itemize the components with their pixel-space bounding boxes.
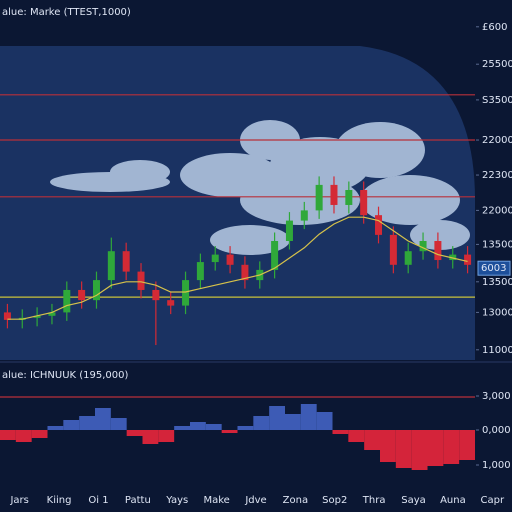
candle-body [285,220,293,241]
osc-bar [79,416,95,430]
y-tick-label: 13500 [482,239,512,250]
clouds [50,120,470,255]
moving-average [7,216,468,320]
candle-body [464,254,472,265]
osc-bar [190,422,206,430]
candle-body [271,241,279,270]
y-tick-label: 22300 [482,170,512,181]
y-tick-label: 3,000 [482,391,511,402]
candle-body [211,254,219,263]
y-tick-label: S3500 [482,95,512,106]
x-tick-label: Jars [9,495,28,506]
candle-body [419,241,427,252]
chart-title: alue: Marke (TTEST,1000) [2,7,131,18]
candle-body [48,312,56,316]
candle-body [33,315,41,318]
y-tick-label: 22000 [482,135,512,146]
osc-bar [332,430,349,434]
osc-bar [269,406,285,430]
x-tick-label: Saya [401,495,426,506]
x-tick-label: Capr [481,495,505,506]
candle-body [434,241,442,261]
osc-bar [348,430,365,442]
x-tick-label: Thra [362,495,386,506]
candle-body [360,190,368,216]
osc-bar [253,416,270,430]
candle-body [92,280,100,301]
y-tick-label: 1,000 [482,460,511,471]
candle-body [63,289,71,313]
osc-bar [285,414,301,430]
osc-bar [63,420,80,430]
candle-body [122,251,130,272]
y-tick-label: 22000 [482,205,512,216]
osc-bar [174,426,190,430]
x-tick-label: Sop2 [322,495,347,506]
candle-body [196,262,204,281]
osc-bar [443,430,460,464]
y-tick-label: 11000 [482,345,512,356]
price-label-box [477,260,511,276]
candle-body [226,254,234,265]
x-tick-label: Make [203,495,229,506]
candle-body [389,234,397,265]
osc-bar [364,430,380,450]
osc-bar [142,430,159,444]
osc-bar [411,430,428,470]
y-tick-label: £600 [482,22,507,33]
osc-bar [0,430,16,440]
x-tick-label: Yays [165,495,188,506]
candle-body [300,210,308,221]
osc-bar [395,430,412,468]
x-tick-label: Kiing [47,495,72,506]
osc-bar [221,430,238,433]
candle-body [137,271,145,290]
candle-body [107,251,115,281]
candle-body [182,280,190,306]
candle-body [375,215,383,235]
candle-body [167,300,175,306]
osc-bar [459,430,475,460]
osc-bar [47,426,64,430]
osc-bar [237,426,254,430]
candle-body [3,312,11,320]
osc-bar [158,430,175,442]
y-tick-label: 13500 [482,277,512,288]
candle-body [449,254,457,261]
y-tick-label: 0,000 [482,425,511,436]
osc-bar [15,430,32,442]
osc-bar [380,430,396,462]
osc-bar [316,412,333,430]
x-tick-label: Zona [283,495,308,506]
price-label: 6003 [481,263,506,274]
x-tick-label: Jdve [244,495,266,506]
x-tick-label: Pattu [125,495,151,506]
osc-bar [31,430,48,438]
candle-body [330,184,338,205]
osc-bar [205,424,222,430]
y-tick-label: 13000 [482,307,512,318]
osc-bar [126,430,143,436]
x-tick-label: Oi 1 [88,495,108,506]
osc-bar [427,430,444,466]
candle-body [315,184,323,211]
osc-bar [300,404,317,430]
sub-title: alue: ICHNUUK (195,000) [2,370,129,381]
candle-body [404,251,412,265]
panel [0,46,475,360]
candle-body [345,190,353,205]
x-tick-label: Auna [440,495,466,506]
osc-bar [95,408,111,430]
y-tick-label: 25500 [482,59,512,70]
candle-body [152,289,160,301]
osc-bar [110,418,127,430]
candle-body [78,289,86,301]
candle-body [241,264,249,281]
